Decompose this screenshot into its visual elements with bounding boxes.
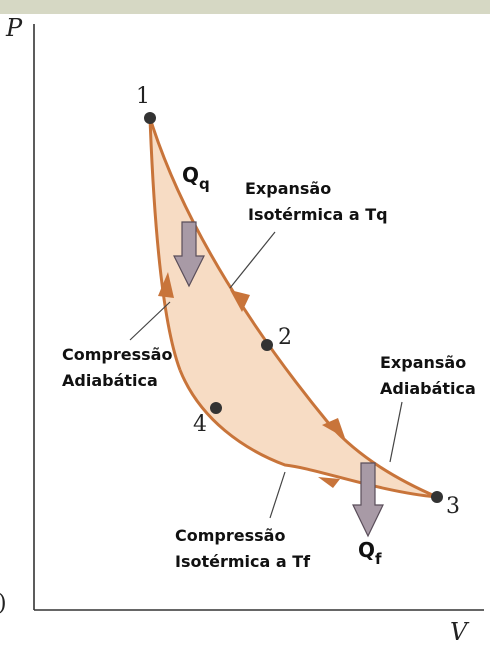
leader-adiabatic-expansion xyxy=(389,401,403,463)
state-point-2 xyxy=(261,339,273,351)
state-point-1 xyxy=(144,112,156,124)
isothermal-expansion-curve xyxy=(148,117,332,426)
y-axis-label: P xyxy=(5,14,23,42)
state-label-2: 2 xyxy=(278,325,292,350)
adiabatic-expansion-line2: Adiabática xyxy=(380,379,476,398)
state-label-4: 4 xyxy=(193,412,207,437)
isothermal-expansion-line2: Isotérmica a Tq xyxy=(248,205,388,224)
leader-isothermal-expansion xyxy=(229,231,276,289)
leader-adiabatic-compression xyxy=(129,301,171,341)
arrowhead-expansion-a xyxy=(230,290,250,312)
state-point-3 xyxy=(431,491,443,503)
heat-out-label: Qf xyxy=(358,538,382,568)
arrowhead-compression-b xyxy=(158,272,174,298)
arrowhead-expansion-b xyxy=(322,418,345,438)
state-label-1: 1 xyxy=(136,84,150,109)
margin-mark: ) xyxy=(0,591,7,616)
adiabatic-expansion-curve xyxy=(328,423,438,499)
state-label-3: 3 xyxy=(446,494,460,519)
isothermal-compression-line2: Isotérmica a Tf xyxy=(175,552,311,571)
state-point-4 xyxy=(210,402,222,414)
adiabatic-compression-curve xyxy=(148,117,182,371)
adiabatic-compression-line2: Adiabática xyxy=(62,371,158,390)
isothermal-compression-line1: Compressão xyxy=(175,526,285,545)
leader-isothermal-compression xyxy=(269,471,286,519)
arrowhead-compression-a xyxy=(318,477,340,488)
top-band xyxy=(0,0,490,14)
heat-in-arrow xyxy=(173,221,205,288)
cycle-area xyxy=(150,118,437,497)
adiabatic-compression-line1: Compressão xyxy=(62,345,172,364)
heat-out-arrow xyxy=(352,462,384,538)
x-axis-label: V xyxy=(450,618,470,646)
heat-in-label: Qq xyxy=(182,163,210,193)
isothermal-expansion-line1: Expansão xyxy=(245,179,331,198)
isothermal-compression-curve xyxy=(178,369,438,499)
adiabatic-expansion-line1: Expansão xyxy=(380,353,466,372)
